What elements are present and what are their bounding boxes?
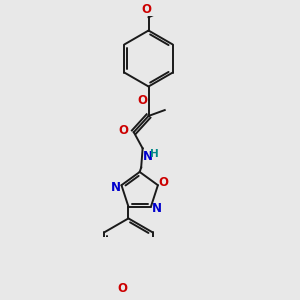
Text: N: N xyxy=(111,181,121,194)
Text: O: O xyxy=(137,94,147,107)
Text: N: N xyxy=(152,202,162,215)
Text: O: O xyxy=(118,124,128,137)
Text: O: O xyxy=(159,176,169,190)
Text: H: H xyxy=(150,149,159,159)
Text: O: O xyxy=(141,3,151,16)
Text: O: O xyxy=(117,282,127,295)
Text: N: N xyxy=(142,150,153,163)
